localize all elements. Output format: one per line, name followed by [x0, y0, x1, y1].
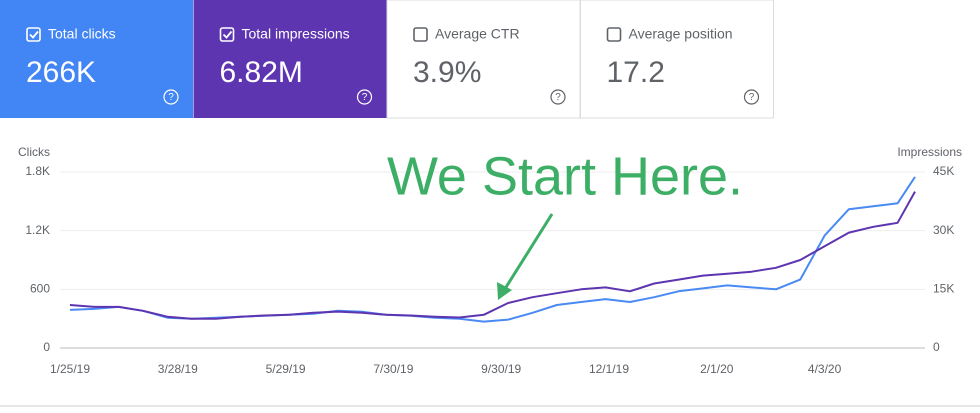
x-tick-label: 5/29/19 — [266, 362, 306, 376]
metric-card[interactable]: Total clicks 266K? — [0, 0, 193, 118]
y-axis-title: Clicks — [18, 145, 50, 159]
y-tick-label: 1.8K — [25, 164, 50, 178]
help-q: ? — [168, 92, 174, 103]
arrow-head — [497, 282, 512, 300]
metric-cards: Total clicks 266K? Total impressions 6.82M?… — [0, 0, 774, 119]
metric-card[interactable]: Average position 17.2? — [580, 0, 774, 119]
y2-tick-label: 45K — [933, 164, 954, 178]
series-line — [69, 191, 916, 320]
metric-card[interactable]: Total impressions 6.82M? — [193, 0, 387, 118]
checkbox[interactable] — [413, 27, 428, 42]
y2-tick-label: 30K — [933, 223, 954, 237]
x-tick-label: 4/3/20 — [808, 362, 842, 376]
y-tick-label: 600 — [30, 282, 50, 296]
card-bg — [580, 0, 774, 119]
help-q: ? — [749, 92, 755, 103]
metric-value: 6.82M — [220, 56, 303, 89]
metric-label: Total clicks — [48, 26, 116, 42]
help-icon[interactable] — [743, 89, 760, 105]
x-tick-label: 9/30/19 — [481, 362, 521, 376]
y2-tick-label: 15K — [933, 282, 954, 296]
help-q: ? — [362, 92, 368, 103]
help-icon[interactable] — [163, 89, 179, 105]
annotation-arrow — [501, 213, 554, 293]
x-tick-label: 7/30/19 — [373, 362, 413, 376]
metric-value: 17.2 — [607, 56, 665, 89]
metric-card[interactable]: Average CTR 3.9%? — [386, 0, 581, 119]
metric-label: Total impressions — [242, 26, 350, 42]
y2-axis-title: Impressions — [897, 145, 962, 159]
metric-label: Average CTR — [435, 26, 520, 42]
checkbox[interactable] — [219, 27, 235, 42]
help-q: ? — [555, 92, 561, 103]
x-tick-label: 12/1/19 — [589, 362, 629, 376]
checkmark — [222, 30, 233, 39]
y2-tick-label: 0 — [933, 340, 940, 354]
card-bg — [386, 0, 581, 119]
checkbox[interactable] — [606, 27, 622, 42]
x-tick-label: 3/28/19 — [158, 362, 198, 376]
card-bg — [0, 0, 193, 118]
chart: Clicks Impressions 0 600 1.2K 1.8K 0 15K 30K 45… — [18, 145, 962, 376]
metric-label: Average position — [629, 26, 733, 42]
help-icon[interactable] — [550, 89, 566, 105]
y-tick-label: 0 — [43, 340, 50, 354]
help-icon[interactable] — [356, 89, 373, 105]
annotation: We Start Here. — [387, 146, 743, 206]
metric-value: 3.9% — [413, 56, 481, 89]
card-bg — [193, 0, 387, 118]
metric-value: 266K — [26, 56, 96, 89]
x-tick-label: 2/1/20 — [700, 362, 734, 376]
x-tick-label: 1/25/19 — [50, 362, 90, 376]
checkbox[interactable] — [26, 27, 41, 42]
checkmark — [29, 30, 39, 39]
y-tick-label: 1.2K — [25, 223, 50, 237]
